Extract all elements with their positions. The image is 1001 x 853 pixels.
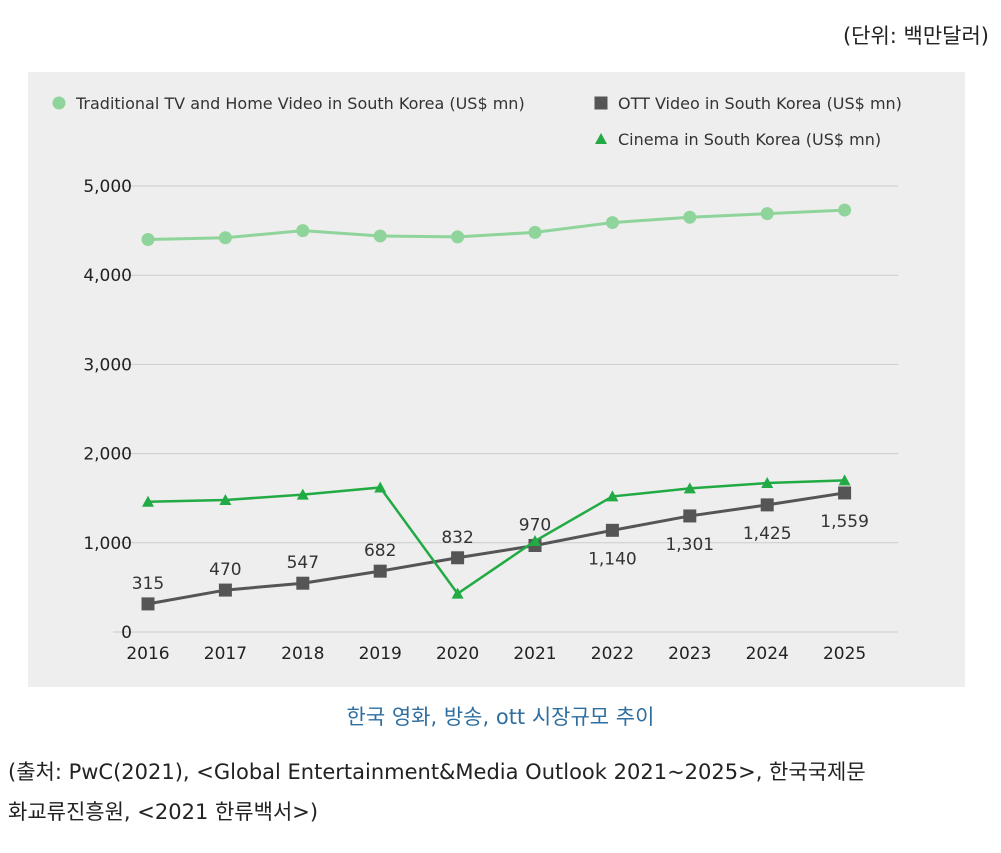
point-cinema-2016	[142, 495, 154, 507]
x-tick-label-2019: 2019	[359, 644, 402, 664]
y-tick-label-0: 0	[121, 623, 132, 643]
data-label-ott-2019: 682	[364, 541, 396, 561]
x-tick-label-2024: 2024	[746, 644, 789, 664]
x-tick-label-2022: 2022	[591, 644, 634, 664]
y-tick-label-4: 4,000	[83, 266, 132, 286]
point-ott-2019	[373, 564, 387, 578]
x-tick-label-2025: 2025	[823, 644, 866, 664]
x-tick-label-2016: 2016	[126, 644, 169, 664]
data-label-ott-2025: 1,559	[820, 512, 869, 532]
x-tick-label-2021: 2021	[513, 644, 556, 664]
point-tv-2020	[451, 230, 465, 244]
source-line-1: (출처: PwC(2021), <Global Entertainment&Me…	[8, 760, 866, 784]
series-line-ott	[147, 491, 845, 606]
y-tick-label-1: 1,000	[83, 534, 132, 554]
point-ott-2020	[451, 551, 465, 565]
point-ott-2023	[683, 509, 697, 523]
point-tv-2016	[141, 233, 155, 247]
point-ott-2025	[838, 486, 852, 500]
point-cinema-2021	[529, 535, 541, 547]
chart-caption: 한국 영화, 방송, ott 시장규모 추이	[346, 705, 655, 729]
series-line-tv	[147, 208, 845, 242]
legend-marker-ott	[594, 96, 608, 110]
point-tv-2021	[528, 225, 542, 239]
data-label-ott-2017: 470	[209, 560, 241, 580]
line-chart: 0 1,000 2,000 3,000 4,000 5,000 2016 2017 2018 20…	[52, 94, 902, 664]
point-ott-2017	[218, 583, 232, 597]
point-tv-2025	[838, 203, 852, 217]
y-tick-label-2: 2,000	[83, 445, 132, 465]
point-cinema-2017	[219, 493, 232, 505]
data-label-ott-2024: 1,425	[743, 524, 792, 544]
x-tick-label-2020: 2020	[436, 644, 479, 664]
point-cinema-2018	[296, 488, 309, 500]
source-citation: (출처: PwC(2021), <Global Entertainment&Me…	[8, 752, 988, 832]
point-ott-2024	[760, 498, 774, 512]
data-label-ott-2023: 1,301	[665, 535, 714, 555]
point-cinema-2024	[761, 477, 774, 489]
data-label-ott-2020: 832	[441, 528, 473, 548]
y-tick-label-5: 5,000	[83, 177, 132, 197]
legend-marker-cinema	[595, 133, 607, 144]
legend-label-tv: Traditional TV and Home Video in South K…	[75, 94, 525, 113]
data-label-ott-2021: 970	[519, 515, 551, 535]
data-label-ott-2022: 1,140	[588, 549, 637, 569]
point-cinema-2019	[374, 481, 387, 493]
point-tv-2024	[760, 207, 774, 221]
unit-label: (단위: 백만달러)	[842, 24, 989, 48]
data-label-ott-2016: 315	[132, 574, 164, 594]
legend-marker-tv	[52, 96, 66, 110]
x-tick-label-2018: 2018	[281, 644, 324, 664]
point-ott-2018	[296, 576, 310, 590]
series-line-cinema	[147, 479, 845, 596]
point-tv-2022	[605, 216, 619, 230]
x-tick-label-2023: 2023	[668, 644, 711, 664]
point-cinema-2022	[606, 490, 619, 502]
source-line-2: 화교류진흥원, <2021 한류백서>)	[8, 800, 319, 824]
point-cinema-2020	[451, 587, 464, 599]
legend-label-ott: OTT Video in South Korea (US$ mn)	[618, 94, 902, 113]
point-ott-2022	[605, 523, 619, 537]
point-tv-2023	[683, 210, 697, 224]
point-tv-2018	[296, 224, 310, 238]
x-tick-label-2017: 2017	[204, 644, 247, 664]
point-tv-2017	[218, 231, 232, 245]
point-ott-2016	[141, 597, 155, 611]
point-tv-2019	[373, 229, 387, 243]
point-cinema-2023	[683, 482, 696, 494]
y-tick-label-3: 3,000	[83, 355, 132, 375]
point-cinema-2025	[838, 474, 851, 486]
chart-panel: 0 1,000 2,000 3,000 4,000 5,000 2016 2017 2018 20…	[28, 72, 965, 687]
data-label-ott-2018: 547	[287, 553, 319, 573]
legend-label-cinema: Cinema in South Korea (US$ mn)	[618, 130, 881, 149]
